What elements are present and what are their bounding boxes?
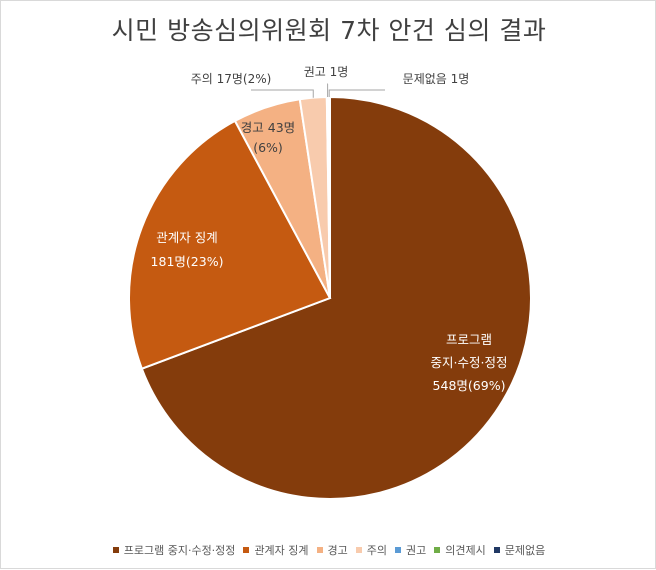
leader-line-주의 — [251, 90, 313, 98]
legend-swatch — [395, 547, 401, 553]
legend-label: 주의 — [367, 544, 387, 557]
legend-swatch — [494, 547, 500, 553]
data-label-주의: 주의 17명(2%) — [191, 72, 272, 86]
legend-swatch — [113, 547, 119, 553]
data-label-권고: 권고 1명 — [304, 65, 349, 79]
legend-swatch — [434, 547, 440, 553]
legend-label: 프로그램 중지·수정·정정 — [124, 544, 236, 557]
legend-label: 관계자 징계 — [254, 544, 308, 557]
legend-label: 권고 — [406, 544, 426, 557]
legend-item-경고: 경고 — [317, 542, 348, 558]
data-label-문제없음: 문제없음 1명 — [403, 72, 470, 86]
leader-line-문제없음 — [329, 90, 385, 97]
legend-swatch — [356, 547, 362, 553]
legend-label: 경고 — [328, 544, 348, 557]
legend-swatch — [243, 547, 249, 553]
legend-swatch — [317, 547, 323, 553]
legend-label: 문제없음 — [505, 544, 545, 557]
legend-item-문제없음: 문제없음 — [494, 542, 545, 558]
legend-item-관계자-징계: 관계자 징계 — [243, 542, 308, 558]
legend-item-주의: 주의 — [356, 542, 387, 558]
legend-item-의견제시: 의견제시 — [434, 542, 485, 558]
legend-label: 의견제시 — [445, 544, 485, 557]
legend-item-프로그램-중지-수정-정정: 프로그램 중지·수정·정정 — [113, 542, 236, 558]
chart-legend: 프로그램 중지·수정·정정 관계자 징계 경고 주의 권고 의견제시 문제없음 — [1, 542, 656, 558]
legend-item-권고: 권고 — [395, 542, 426, 558]
